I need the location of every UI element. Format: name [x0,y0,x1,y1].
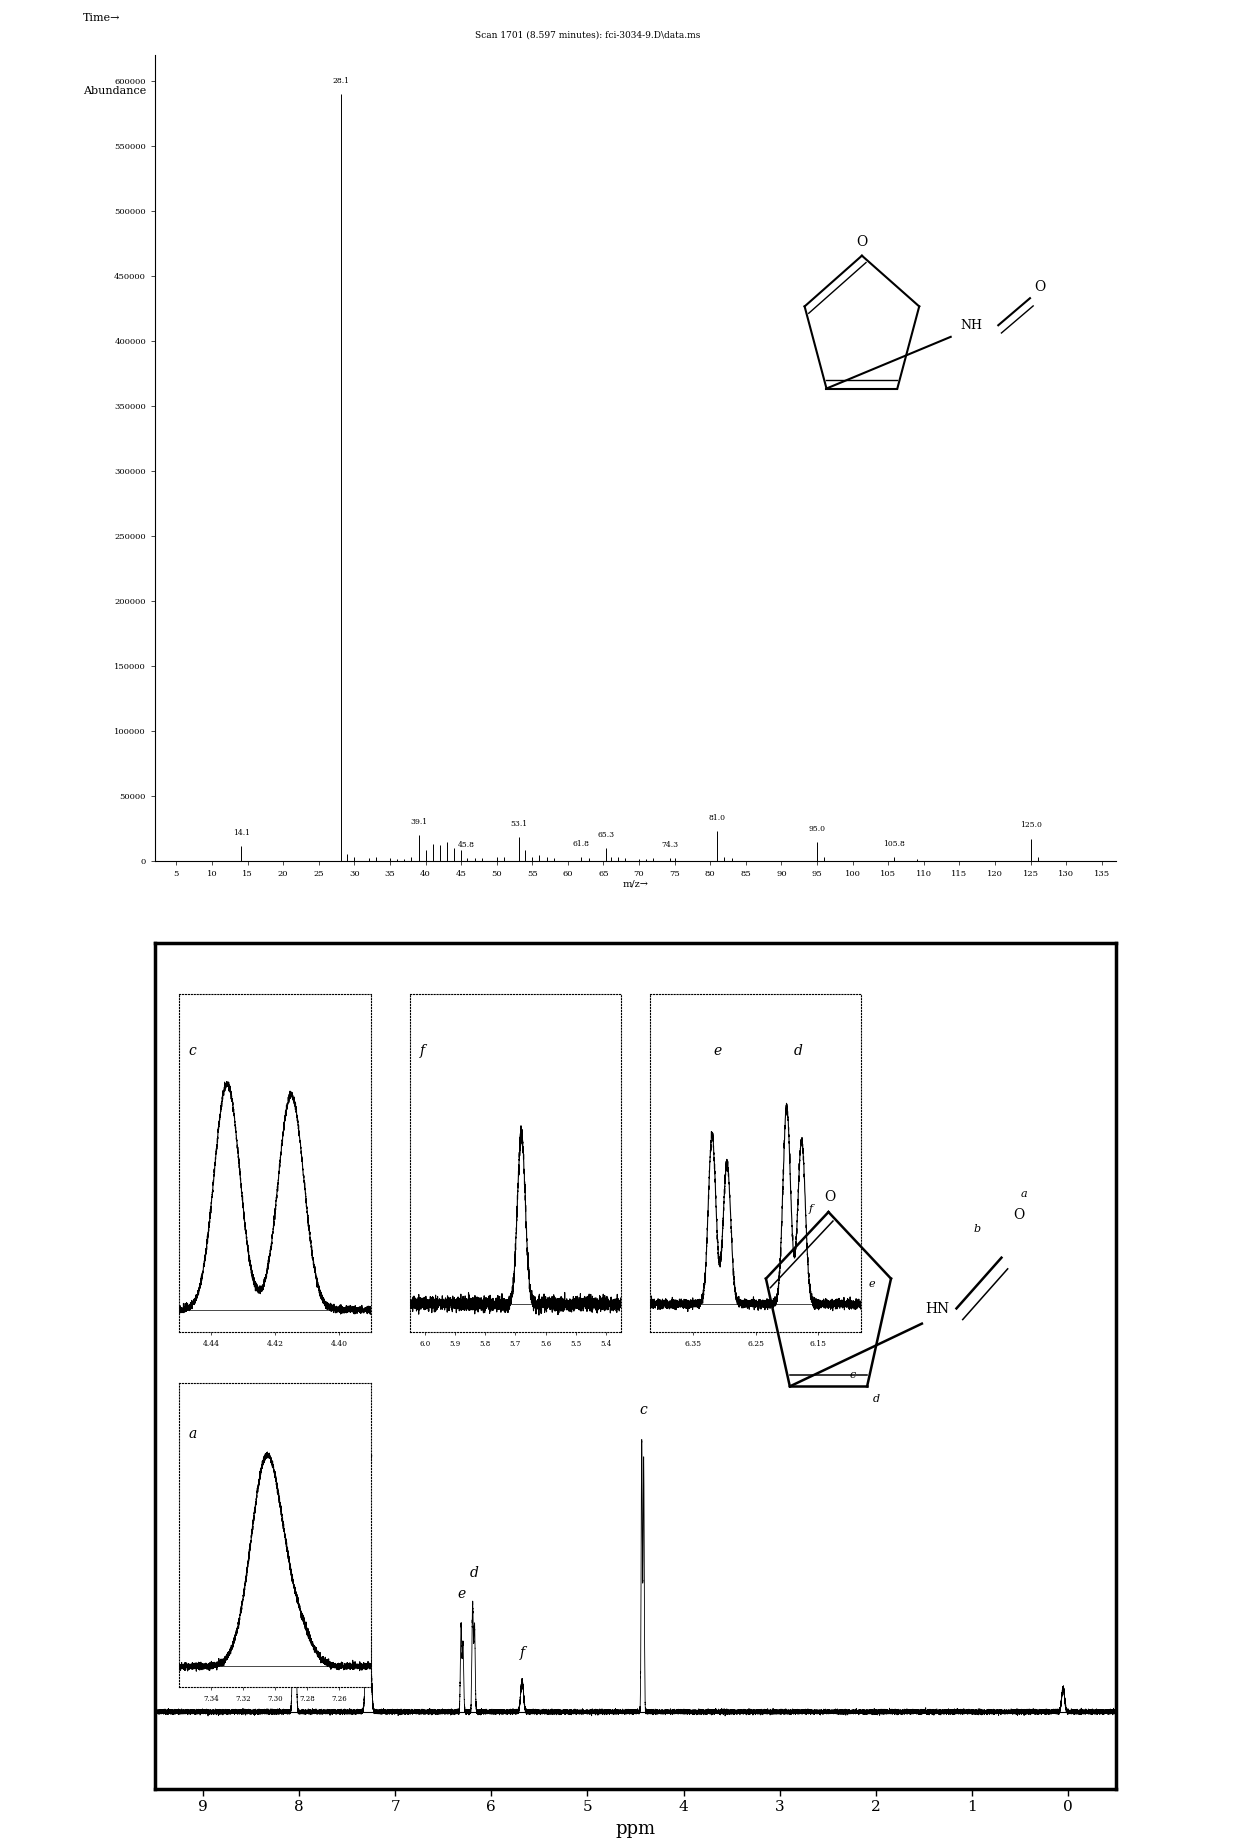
Text: Time→: Time→ [83,13,120,24]
X-axis label: m/z→: m/z→ [622,880,649,889]
Text: 105.8: 105.8 [883,841,905,848]
X-axis label: ppm: ppm [615,1820,656,1838]
Text: 125.0: 125.0 [1019,821,1042,830]
Text: b: b [290,1396,299,1411]
Text: 65.3: 65.3 [596,830,614,839]
Text: f: f [520,1645,525,1660]
Text: 14.1: 14.1 [233,830,249,837]
Text: 53.1: 53.1 [510,821,527,828]
Text: Abundance: Abundance [83,85,146,96]
Text: a: a [365,1451,372,1466]
Text: FIG. 1: FIG. 1 [593,964,678,992]
Text: Scan 1701 (8.597 minutes): fci-3034-9.D\data.ms: Scan 1701 (8.597 minutes): fci-3034-9.D\… [475,30,701,39]
Text: 81.0: 81.0 [709,813,725,822]
Text: 74.3: 74.3 [661,841,678,848]
Text: 45.8: 45.8 [459,841,475,848]
Text: d: d [470,1566,479,1580]
Text: 61.8: 61.8 [572,841,589,848]
Text: e: e [458,1588,466,1601]
Text: 39.1: 39.1 [410,817,428,826]
Text: c: c [640,1403,647,1416]
Text: 28.1: 28.1 [332,77,350,85]
Text: 95.0: 95.0 [808,826,826,833]
